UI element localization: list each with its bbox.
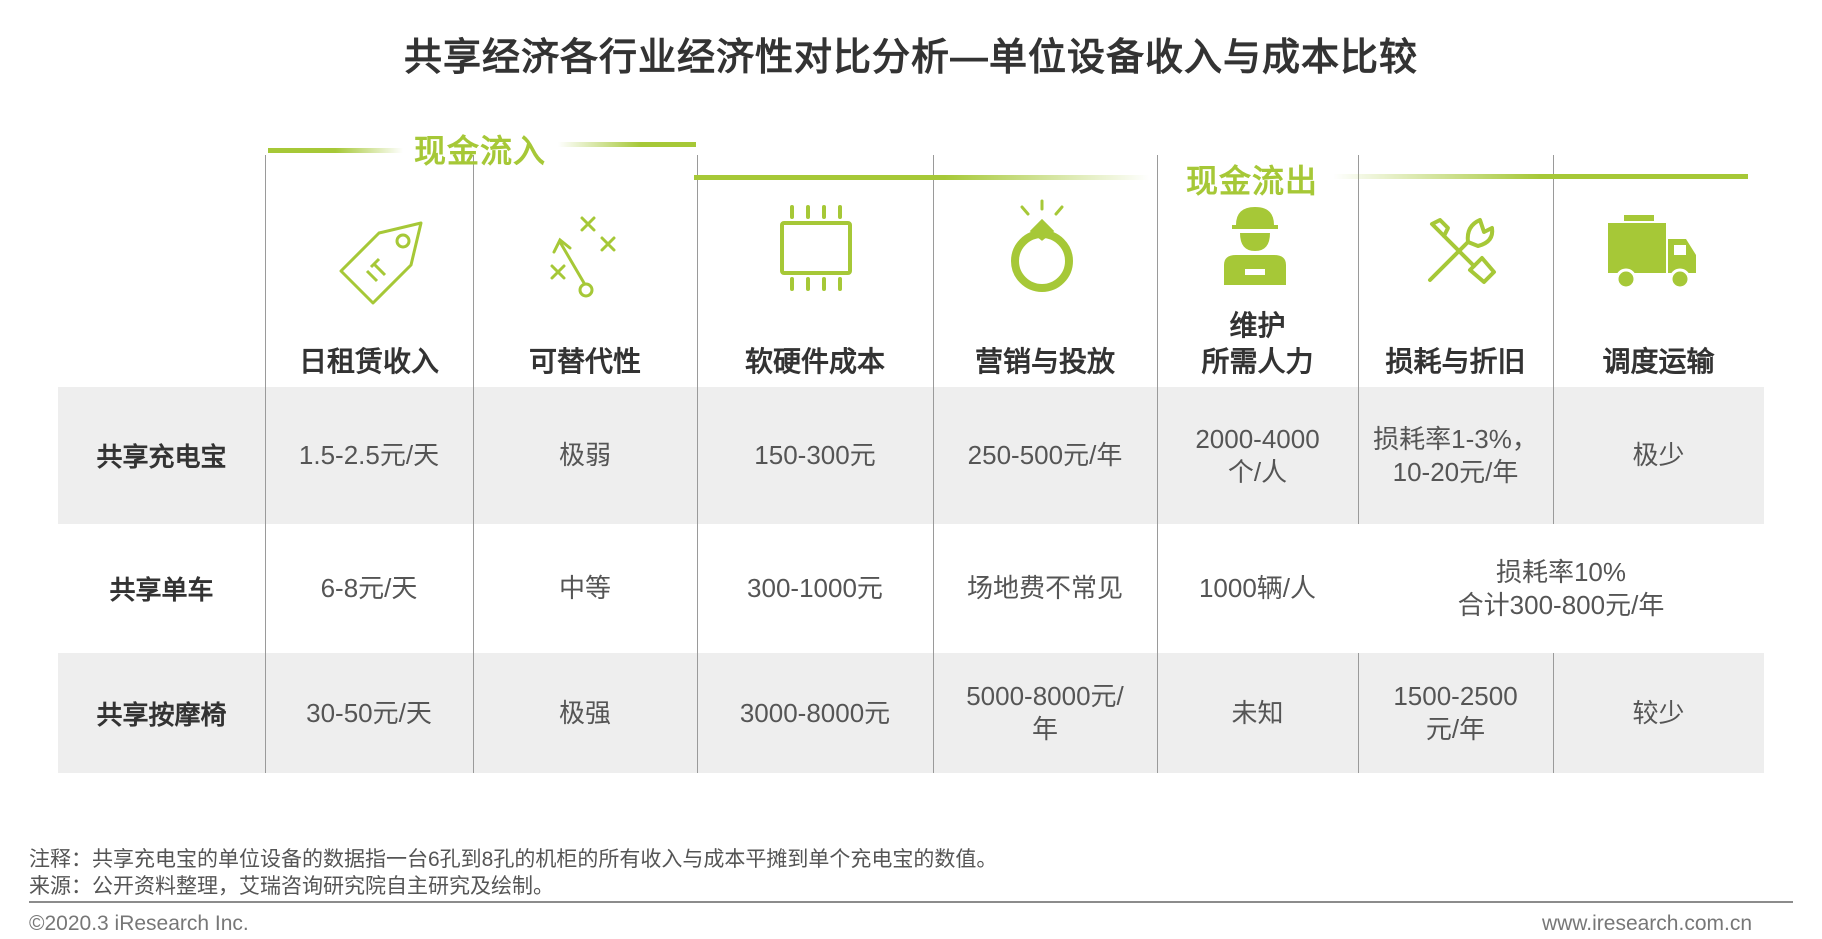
chip-icon: [780, 205, 852, 291]
outflow-line-right: [1333, 174, 1748, 179]
cash-inflow-label: 现金流入: [414, 133, 547, 169]
truck-icon: [1608, 215, 1696, 290]
table-cell: 中等: [558, 573, 611, 603]
column-divider: [1553, 653, 1554, 773]
table-cell: 极少: [1632, 440, 1685, 470]
table-cell: 未知: [1231, 697, 1284, 728]
row-band-3: [58, 653, 1764, 773]
table-cell-merged: 损耗率10% 合计300-800元/年: [1457, 556, 1665, 620]
footer-divider: [29, 901, 1793, 903]
source-note: 来源：公开资料整理，艾瑞咨询研究院自主研究及绘制。: [29, 875, 554, 898]
table-cell: 极强: [558, 697, 611, 728]
strategy-play-icon: [550, 216, 616, 298]
table-cell: 3000-8000元: [739, 697, 891, 728]
column-divider: [1553, 155, 1554, 524]
price-tag-icon: [339, 221, 423, 305]
page-title: 共享经济各行业经济性对比分析—单位设备收入与成本比较: [403, 37, 1418, 79]
column-header-depreciation: 损耗与折旧: [1385, 346, 1526, 377]
table-cell: 较少: [1632, 697, 1685, 728]
column-header-hardware-software-cost: 软硬件成本: [744, 346, 885, 377]
table-cell: 5000-8000元/ 年: [966, 681, 1124, 744]
column-divider: [473, 155, 474, 773]
table-cell: 场地费不常见: [966, 573, 1123, 603]
row-header-bike: 共享单车: [109, 575, 214, 605]
row-header-massage-chair: 共享按摩椅: [96, 699, 227, 730]
table-cell: 1000辆/人: [1198, 573, 1317, 603]
table-cell: 1500-2500 元/年: [1393, 681, 1518, 744]
outflow-line-left: [694, 175, 1149, 180]
column-divider: [265, 155, 266, 773]
website-link[interactable]: www.iresearch.com.cn: [1541, 912, 1752, 935]
table-cell: 150-300元: [754, 440, 876, 470]
column-divider: [1358, 653, 1359, 773]
inflow-line-left: [268, 148, 403, 153]
table-cell: 250-500元/年: [967, 440, 1123, 470]
footnote: 注释：共享充电宝的单位设备的数据指一台6孔到8孔的机柜的所有收入与成本平摊到单个…: [29, 848, 998, 871]
column-header-substitutability: 可替代性: [528, 346, 641, 377]
column-header-daily-rent-income: 日租赁收入: [298, 346, 439, 377]
column-header-marketing: 营销与投放: [974, 346, 1115, 377]
column-header-maintenance-labor: 维护 所需人力: [1201, 310, 1314, 377]
column-divider: [697, 155, 698, 773]
table-cell: 30-50元/天: [306, 697, 432, 728]
column-divider: [933, 155, 934, 773]
row-header-power-bank: 共享充电宝: [96, 442, 227, 472]
column-divider: [1358, 155, 1359, 524]
table-cell: 1.5-2.5元/天: [298, 440, 440, 470]
copyright: ©2020.3 iResearch Inc.: [29, 912, 249, 935]
table-cell: 极弱: [558, 440, 611, 470]
table-cell: 300-1000元: [747, 573, 883, 603]
table-cell: 2000-4000 个/人: [1195, 423, 1320, 487]
column-header-dispatch-transport: 调度运输: [1602, 346, 1715, 377]
tools-icon: [1428, 218, 1496, 284]
worker-icon: [1224, 207, 1286, 285]
table-cell: 损耗率1-3%， 10-20元/年: [1373, 423, 1538, 487]
inflow-line-right: [558, 142, 696, 147]
cash-outflow-label: 现金流出: [1186, 163, 1319, 199]
column-divider: [1157, 155, 1158, 773]
table-cell: 6-8元/天: [320, 573, 418, 603]
diamond-ring-icon: [1011, 199, 1073, 292]
row-band-1: [58, 387, 1764, 524]
